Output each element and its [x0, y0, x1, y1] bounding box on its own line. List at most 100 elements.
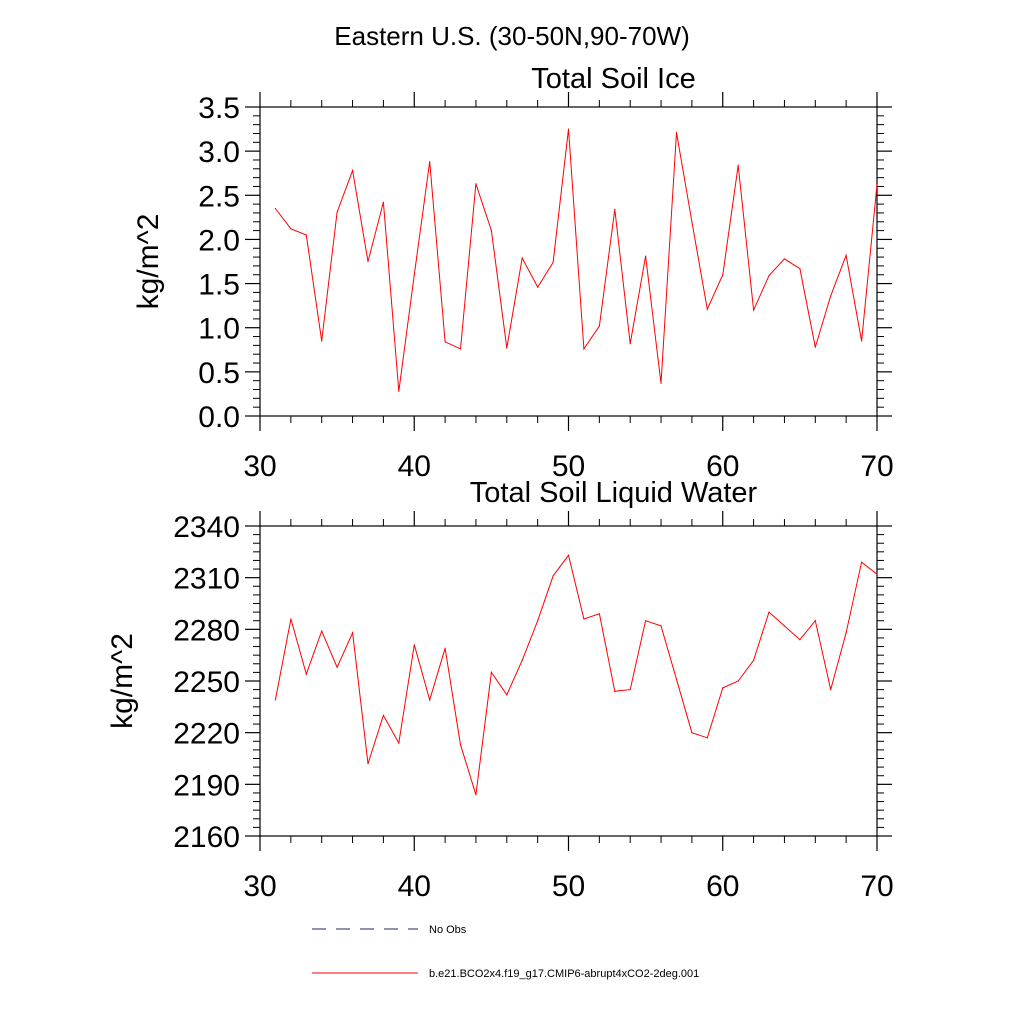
- data-point-soil-liquid-water: [490, 671, 492, 673]
- plot-frame-soil-ice: [259, 106, 878, 417]
- chart-panel-soil-ice: Total Soil Ice kg/m^2 30 40 50 60 70 0.0 0.5 1.0 1…: [132, 63, 894, 483]
- x-tick-label-soil-liquid-water: 50: [552, 870, 585, 903]
- y-axis-label-soil-liquid-water: kg/m^2: [106, 633, 139, 729]
- data-point-soil-liquid-water: [722, 687, 724, 689]
- data-point-soil-ice: [521, 257, 523, 259]
- data-point-soil-ice: [768, 275, 770, 277]
- data-point-soil-ice: [382, 201, 384, 203]
- data-point-soil-ice: [290, 228, 292, 230]
- y-tick-label-soil-ice: 3.5: [198, 92, 240, 125]
- data-point-soil-ice: [598, 325, 600, 327]
- y-tick-label-soil-liquid-water: 2190: [173, 769, 240, 802]
- data-point-soil-ice: [305, 234, 307, 236]
- data-point-soil-liquid-water: [830, 689, 832, 691]
- data-point-soil-liquid-water: [367, 763, 369, 765]
- data-point-soil-liquid-water: [321, 630, 323, 632]
- data-point-soil-liquid-water: [660, 625, 662, 627]
- legend-label-model-run: b.e21.BCO2x4.f19_g17.CMIP6-abrupt4xCO2-2…: [429, 968, 699, 980]
- data-point-soil-ice: [567, 128, 570, 130]
- data-point-soil-ice: [876, 184, 878, 186]
- data-point-soil-ice: [691, 221, 693, 223]
- y-tick-label-soil-ice: 2.0: [198, 224, 240, 257]
- data-point-soil-liquid-water: [876, 573, 878, 575]
- data-point-soil-liquid-water: [799, 639, 801, 641]
- data-point-soil-liquid-water: [645, 620, 647, 622]
- data-point-soil-liquid-water: [814, 620, 816, 622]
- data-point-soil-ice: [860, 340, 863, 342]
- data-point-soil-ice: [845, 254, 847, 256]
- data-point-soil-ice: [799, 267, 801, 270]
- plot-frame-soil-liquid-water: [259, 525, 878, 837]
- data-point-soil-liquid-water: [706, 737, 708, 739]
- y-tick-label-soil-liquid-water: 2250: [173, 666, 240, 699]
- series-line-soil-ice: [275, 129, 878, 392]
- data-point-soil-ice: [645, 255, 647, 257]
- data-point-soil-liquid-water: [537, 620, 539, 622]
- data-point-soil-ice: [537, 286, 539, 288]
- data-point-soil-liquid-water: [413, 644, 415, 646]
- x-tick-label-soil-ice: 70: [860, 450, 893, 483]
- y-axis-label-soil-ice: kg/m^2: [132, 214, 165, 310]
- data-point-soil-liquid-water: [567, 554, 570, 556]
- data-point-soil-ice: [737, 164, 739, 166]
- data-point-soil-ice: [753, 309, 755, 311]
- data-point-soil-ice: [490, 230, 492, 232]
- data-point-soil-liquid-water: [737, 680, 739, 682]
- y-tick-label-soil-liquid-water: 2340: [173, 511, 240, 544]
- data-point-soil-liquid-water: [444, 647, 446, 649]
- chart-title-soil-ice: Total Soil Ice: [531, 63, 695, 95]
- data-point-soil-ice: [614, 208, 616, 211]
- data-point-soil-liquid-water: [305, 673, 307, 675]
- data-point-soil-ice: [783, 258, 786, 260]
- data-point-soil-ice: [552, 261, 554, 263]
- y-tick-label-soil-ice: 3.0: [198, 136, 240, 169]
- data-point-soil-liquid-water: [290, 618, 292, 620]
- data-point-soil-liquid-water: [398, 742, 400, 744]
- data-point-soil-ice: [444, 341, 446, 343]
- data-point-soil-ice: [506, 347, 508, 349]
- x-tick-label-soil-liquid-water: 70: [860, 870, 893, 903]
- y-tick-label-soil-ice: 0.0: [198, 401, 240, 434]
- data-point-soil-ice: [830, 295, 832, 297]
- data-point-soil-ice: [722, 274, 724, 276]
- data-point-soil-liquid-water: [629, 689, 631, 691]
- y-tick-label-soil-liquid-water: 2280: [173, 614, 240, 647]
- data-point-soil-liquid-water: [351, 632, 354, 634]
- data-point-soil-ice: [459, 348, 462, 350]
- data-point-soil-ice: [429, 161, 431, 163]
- data-point-soil-liquid-water: [506, 694, 508, 696]
- data-point-soil-ice: [321, 340, 323, 342]
- data-point-soil-ice: [398, 390, 400, 392]
- data-point-soil-ice: [475, 183, 477, 185]
- data-point-soil-liquid-water: [459, 744, 462, 746]
- x-tick-label-soil-liquid-water: 30: [243, 870, 276, 903]
- data-point-soil-ice: [629, 343, 631, 345]
- y-tick-label-soil-liquid-water: 2220: [173, 718, 240, 751]
- data-point-soil-ice: [367, 260, 369, 263]
- x-tick-label-soil-liquid-water: 40: [398, 870, 431, 903]
- data-point-soil-liquid-water: [598, 613, 600, 615]
- x-tick-label-soil-ice: 40: [398, 450, 431, 483]
- data-point-soil-liquid-water: [614, 690, 616, 692]
- data-point-soil-liquid-water: [336, 666, 338, 668]
- chart-title-soil-liquid-water: Total Soil Liquid Water: [470, 477, 758, 509]
- legend-label-no-obs: No Obs: [429, 924, 467, 936]
- data-point-soil-ice: [336, 211, 338, 213]
- y-tick-label-soil-ice: 2.5: [198, 180, 240, 213]
- y-tick-label-soil-ice: 0.5: [198, 357, 240, 390]
- chart-panel-soil-liquid-water: Total Soil Liquid Water kg/m^2 30 40 50 60 70 2…: [106, 477, 894, 903]
- x-tick-label-soil-ice: 50: [552, 450, 585, 483]
- x-tick-label-soil-ice: 60: [706, 450, 739, 483]
- data-point-soil-liquid-water: [521, 659, 523, 661]
- data-point-soil-ice: [413, 274, 415, 276]
- data-point-soil-ice: [675, 132, 678, 134]
- data-point-soil-ice: [274, 207, 277, 210]
- data-point-soil-ice: [814, 346, 816, 348]
- y-tick-label-soil-ice: 1.5: [198, 269, 240, 302]
- data-point-soil-liquid-water: [675, 678, 678, 680]
- data-point-soil-liquid-water: [382, 714, 384, 717]
- data-point-soil-liquid-water: [475, 794, 477, 796]
- y-tick-label-soil-liquid-water: 2310: [173, 563, 240, 596]
- data-point-soil-ice: [660, 382, 662, 384]
